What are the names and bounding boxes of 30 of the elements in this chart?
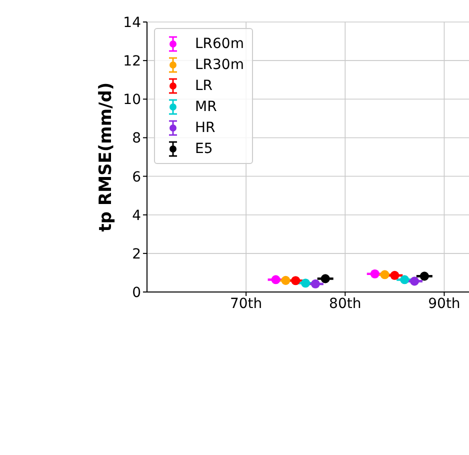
legend-label: LR30m	[195, 56, 244, 72]
legend-label: MR	[195, 98, 217, 114]
point	[310, 279, 320, 288]
y-tick-label: 4	[132, 208, 142, 224]
y-tick-label: 6	[132, 169, 142, 186]
legend-label: HR	[195, 120, 216, 136]
point	[380, 270, 390, 280]
point	[370, 269, 380, 278]
y-tick-label: 0	[132, 284, 141, 301]
x-tick-label: 80th	[329, 296, 362, 312]
point	[281, 276, 290, 285]
point	[291, 276, 300, 286]
point	[400, 275, 410, 284]
legend-label: E5	[195, 140, 213, 156]
y-tick-label: 14	[123, 14, 142, 31]
y-tick-label: 12	[123, 54, 141, 70]
x-tick-label: 90th	[428, 296, 460, 312]
point	[420, 272, 429, 281]
point	[271, 275, 280, 284]
y-axis-title: tp RMSE(mm/d)	[96, 82, 116, 232]
y-tick-label: 2	[132, 246, 141, 262]
point	[410, 276, 420, 286]
y-tick-label: 8	[132, 130, 141, 147]
point	[390, 270, 400, 280]
legend-label: LR	[195, 78, 213, 94]
legend-label: LR60m	[195, 36, 244, 52]
x-tick-label: 70th	[230, 296, 262, 312]
y-tick-label: 10	[123, 92, 141, 108]
point	[320, 274, 330, 284]
point	[301, 278, 310, 288]
